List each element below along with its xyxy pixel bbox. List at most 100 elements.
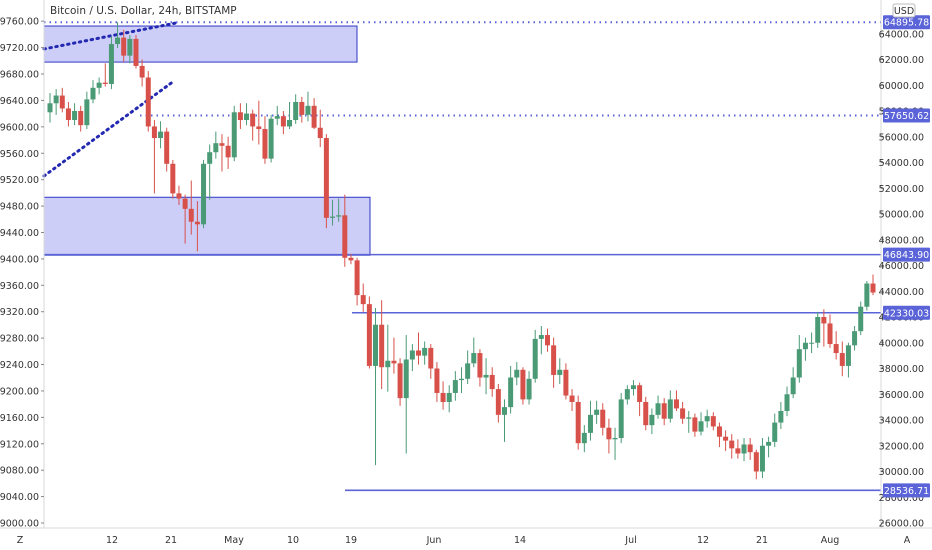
candle-body: [366, 304, 372, 366]
candle-body: [723, 436, 729, 441]
candle-body: [244, 113, 250, 121]
candle-body: [741, 444, 747, 454]
price-level-tag-text: 57650.62: [884, 111, 929, 122]
candle-body: [809, 342, 815, 344]
left-tick-label: 9000.00: [0, 519, 39, 530]
levels-layer: [44, 21, 881, 492]
candle-body: [440, 392, 446, 402]
x-tick-label: 19: [345, 535, 357, 546]
x-tick-label: Jul: [624, 535, 636, 546]
candle-body: [194, 221, 200, 225]
candle-body: [84, 99, 90, 126]
left-tick-label: 9080.00: [0, 466, 39, 477]
x-tick-label: 12: [697, 535, 709, 546]
price-level-tag: [883, 108, 930, 123]
candle-body: [587, 414, 593, 433]
left-tick-label: 9480.00: [0, 202, 39, 213]
right-tick-label: 34000.00: [879, 416, 924, 427]
candle-body: [735, 448, 741, 454]
candle-body: [121, 37, 127, 56]
candle-body: [729, 440, 735, 449]
candle-body: [618, 399, 624, 439]
candle-body: [342, 215, 348, 258]
chart-title: Bitcoin / U.S. Dollar, 24h, BITSTAMP: [50, 5, 237, 17]
candle-body: [293, 101, 299, 121]
candle-body: [465, 363, 471, 379]
candle-body: [551, 345, 557, 375]
right-tick-label: 62000.00: [879, 55, 924, 66]
candle-body: [661, 403, 667, 419]
candle-body: [434, 368, 440, 393]
candle-body: [477, 353, 483, 378]
price-level-tag: [883, 483, 930, 498]
candle-body: [72, 111, 78, 121]
left-tick-label: 9760.00: [0, 17, 39, 28]
candle-body: [336, 215, 342, 217]
candle-body: [544, 335, 550, 346]
candle-body: [145, 77, 151, 127]
left-tick-label: 9240.00: [0, 360, 39, 371]
right-tick-label: 64000.00: [879, 29, 924, 40]
candle-body: [802, 342, 808, 350]
right-tick-label: 48000.00: [879, 235, 924, 246]
candle-body: [416, 350, 422, 356]
price-level-tag: [883, 15, 930, 30]
candle-body: [790, 377, 796, 395]
candle-body: [772, 422, 778, 442]
candle-body: [637, 385, 643, 402]
candle-body: [188, 208, 194, 222]
trend-lines-layer: [42, 21, 178, 178]
currency-unit-box: [892, 3, 916, 18]
candle-body: [606, 427, 612, 440]
candle-body: [612, 438, 618, 440]
right-tick-label: 60000.00: [879, 81, 924, 92]
right-tick-label: 38000.00: [879, 364, 924, 375]
candle-body: [231, 112, 237, 158]
candle-body: [852, 331, 858, 346]
x-tick-label: 21: [165, 535, 177, 546]
candle-body: [698, 421, 704, 432]
candle-body: [422, 347, 428, 356]
candle-body: [845, 345, 851, 366]
candle-body: [501, 407, 507, 415]
candle-body: [649, 414, 655, 426]
candle-body: [53, 95, 59, 104]
candle-body: [759, 445, 765, 472]
candle-body: [403, 359, 409, 399]
candle-body: [532, 338, 538, 379]
candle-body: [643, 401, 649, 426]
left-tick-label: 9440.00: [0, 228, 39, 239]
candle-body: [766, 441, 772, 446]
right-tick-label: 32000.00: [879, 441, 924, 452]
right-tick-label: 50000.00: [879, 210, 924, 221]
candle-body: [704, 416, 710, 422]
candle-body: [446, 392, 452, 402]
candle-body: [250, 113, 256, 127]
labels-layer: 64895.78 57650.62 46843.90 42330.03 28536.71…: [883, 3, 930, 498]
candle-body: [348, 257, 354, 261]
candle-body: [176, 193, 182, 199]
candle-body: [827, 323, 833, 345]
candle-body: [495, 389, 501, 415]
candle-body: [630, 385, 636, 390]
candle-body: [207, 152, 213, 164]
candles-layer: [47, 22, 876, 480]
candle-body: [78, 111, 84, 126]
candle-body: [600, 409, 606, 428]
currency-unit-label: USD: [894, 6, 914, 17]
price-level-tag-text: 46843.90: [884, 250, 929, 261]
candle-body: [90, 87, 96, 100]
candle-body: [201, 163, 207, 225]
zones-layer: [43, 25, 371, 256]
candle-body: [237, 112, 243, 121]
candle-body: [133, 38, 139, 66]
candle-body: [624, 389, 630, 400]
x-tick-label: Jun: [426, 535, 442, 546]
right-tick-label: 26000.00: [879, 519, 924, 530]
auto-scale-corner-label: A: [904, 535, 911, 546]
candle-body: [471, 353, 477, 364]
candle-body: [96, 82, 102, 88]
left-tick-label: 9040.00: [0, 492, 39, 503]
